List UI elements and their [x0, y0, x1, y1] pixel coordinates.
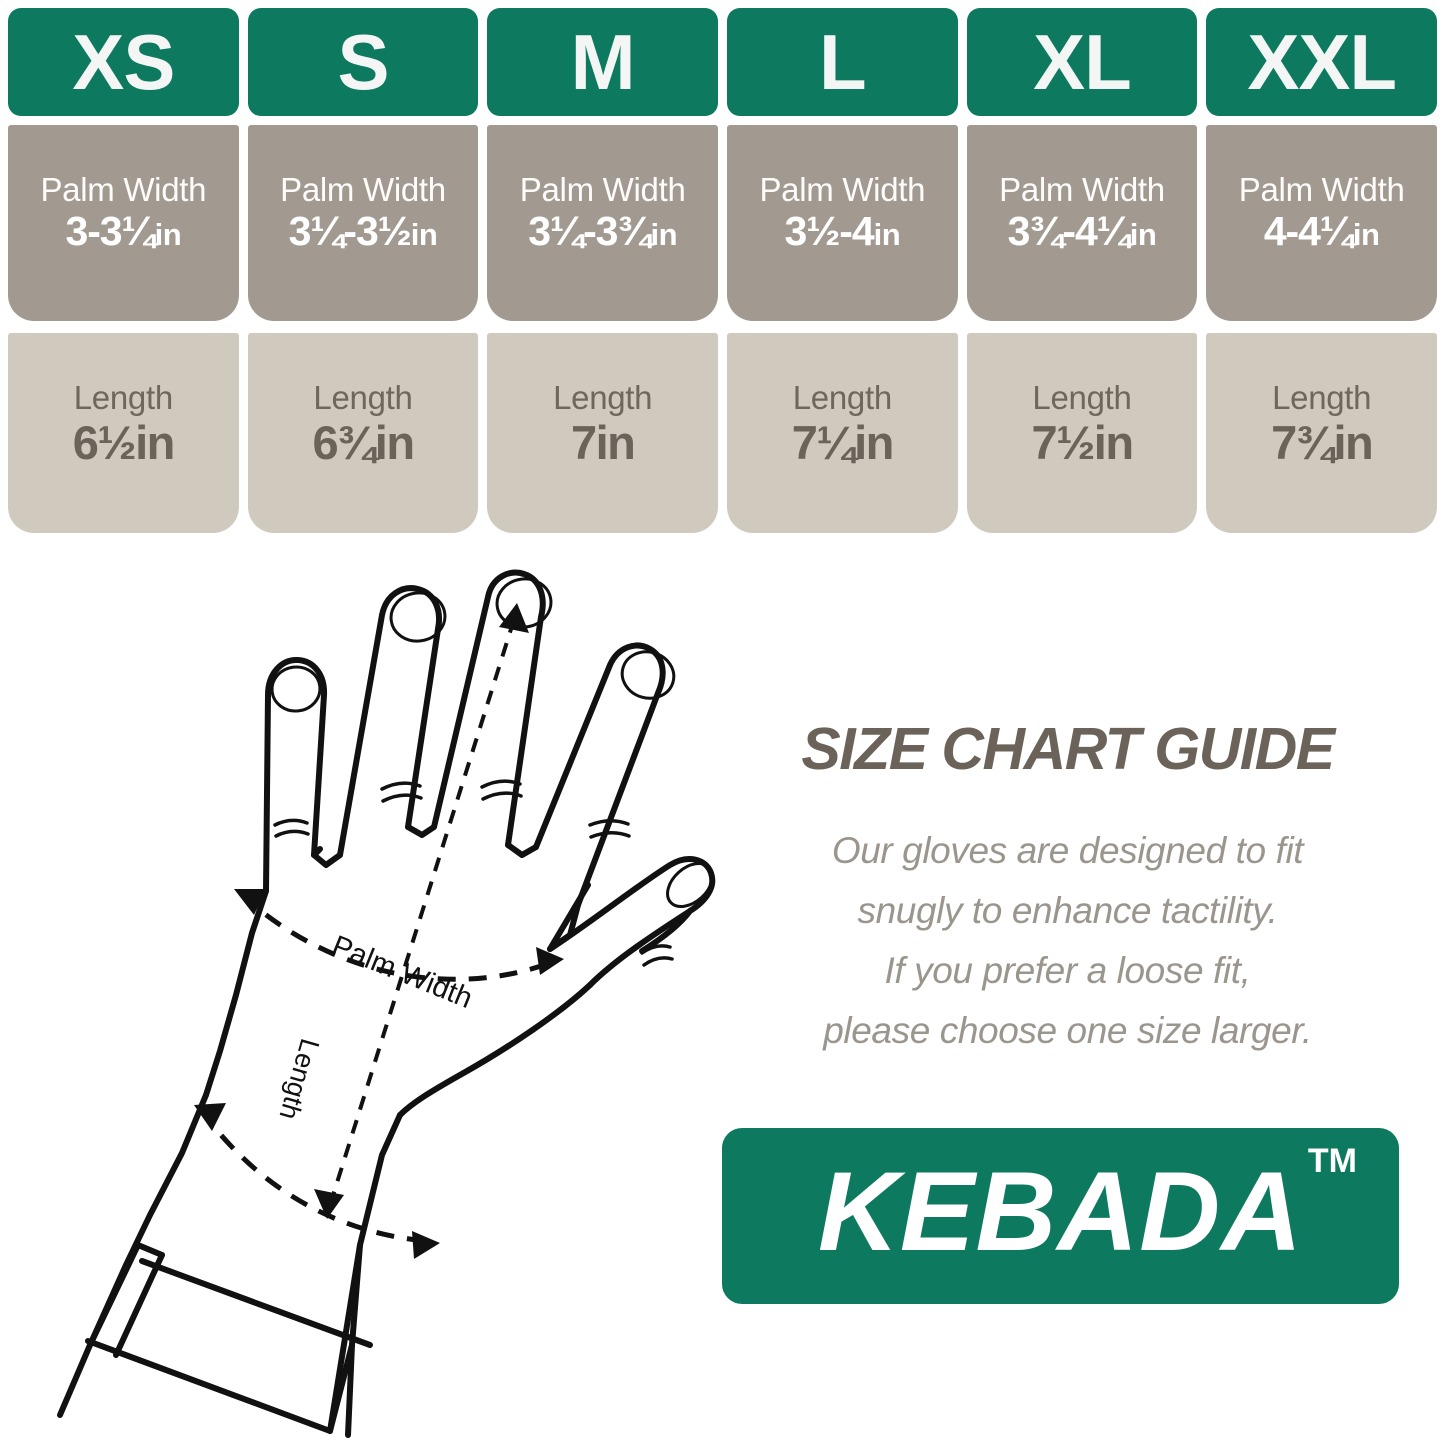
size-header-label: XL	[1033, 18, 1132, 106]
length-value: 6¾in	[312, 415, 415, 469]
size-chart-guide-panel: SIZE CHART GUIDE Our gloves are designed…	[710, 720, 1425, 1061]
brand-logo: KEBADA TM	[722, 1128, 1399, 1304]
fingernail-marks	[270, 577, 714, 909]
size-header-xxl: XXL	[1206, 8, 1437, 116]
size-header-xl: XL	[966, 8, 1198, 116]
guide-text-line: snugly to enhance tactility.	[857, 889, 1278, 931]
palm-width-value: 3¼-3¾in	[528, 207, 678, 254]
palm-width-cell-xl: Palm Width 3¾-4¼in	[966, 125, 1198, 321]
size-header-label: L	[819, 18, 867, 106]
size-header-xs: XS	[8, 8, 239, 116]
size-column-l: L Palm Width 3½-4in Length 7¼in	[727, 8, 958, 533]
size-column-xxl: XXL Palm Width 4-4¼in Length 7¾in	[1206, 8, 1437, 533]
hand-measurement-diagram: Palm Width Length	[30, 555, 720, 1445]
wrist-arrow-head-right	[412, 1231, 440, 1259]
length-arrow-head-bottom	[314, 1189, 344, 1219]
size-column-xl: XL Palm Width 3¾-4¼in Length 7½in	[966, 8, 1198, 533]
length-value: 7½in	[1031, 415, 1134, 469]
palm-width-label: Palm Width	[999, 171, 1165, 208]
palm-width-label: Palm Width	[1238, 171, 1405, 208]
length-cell-xs: Length 6½in	[8, 333, 239, 533]
knuckle-crease-marks	[273, 779, 674, 967]
length-value: 7in	[570, 415, 636, 469]
length-value: 7¾in	[1271, 415, 1374, 469]
hand-outline-icon	[57, 569, 716, 1438]
palm-width-cell-m: Palm Width 3¼-3¾in	[487, 125, 718, 321]
length-cell-xl: Length 7½in	[966, 333, 1198, 533]
length-label: Length	[792, 379, 892, 416]
length-label: Length	[313, 379, 413, 416]
palm-width-value: 3¾-4¼in	[1007, 207, 1157, 254]
size-header-m: M	[487, 8, 718, 116]
guide-text-line: please choose one size larger.	[823, 1009, 1312, 1051]
size-column-xs: XS Palm Width 3-3¼in Length 6½in	[8, 8, 239, 533]
palm-width-label: Palm Width	[759, 171, 926, 208]
length-label: Length	[553, 379, 653, 416]
length-measure-arrow	[328, 609, 519, 1206]
size-header-s: S	[247, 8, 479, 116]
palm-width-measure-arrow	[240, 893, 551, 982]
size-header-l: L	[727, 8, 958, 116]
palm-width-label: Palm Width	[40, 171, 207, 208]
size-header-label: S	[337, 18, 389, 106]
length-cell-l: Length 7¼in	[727, 333, 958, 533]
brand-name: KEBADA	[817, 1149, 1304, 1274]
guide-text-line: Our gloves are designed to fit	[831, 830, 1304, 871]
palm-width-label: Palm Width	[519, 171, 686, 208]
length-value: 7¼in	[791, 415, 895, 469]
length-label: Length	[1272, 379, 1372, 416]
size-column-s: S Palm Width 3¼-3½in Length 6¾in	[247, 8, 479, 533]
palm-width-cell-xxl: Palm Width 4-4¼in	[1206, 125, 1437, 321]
palm-width-cell-s: Palm Width 3¼-3½in	[247, 125, 479, 321]
size-header-label: XS	[72, 18, 175, 106]
palm-width-value: 3-3¼in	[65, 207, 182, 254]
length-label: Length	[1032, 379, 1132, 416]
palm-width-cell-l: Palm Width 3½-4in	[727, 125, 958, 321]
size-column-m: M Palm Width 3¼-3¾in Length 7in	[487, 8, 718, 533]
length-cell-xxl: Length 7¾in	[1206, 333, 1437, 533]
size-header-label: XXL	[1247, 18, 1397, 106]
length-cell-s: Length 6¾in	[247, 333, 479, 533]
wrist-arrow-head-left	[194, 1103, 226, 1131]
page-title: SIZE CHART GUIDE	[801, 716, 1335, 782]
trademark-symbol: TM	[1307, 1142, 1357, 1180]
wrist-measure-arrow	[199, 1109, 427, 1244]
palm-width-annotation-label: Palm Width	[327, 930, 476, 1015]
palm-width-cell-xs: Palm Width 3-3¼in	[8, 125, 239, 321]
guide-text-line: If you prefer a loose fit,	[884, 949, 1251, 991]
size-chart-table: XS Palm Width 3-3¼in Length 6½in S Palm …	[8, 8, 1437, 533]
length-arrow-head-top	[499, 603, 529, 633]
length-value: 6½in	[72, 415, 176, 469]
palm-width-arrow-head-right	[536, 947, 564, 975]
length-cell-m: Length 7in	[487, 333, 718, 533]
palm-width-value: 3½-4in	[784, 207, 901, 254]
palm-width-value: 4-4¼in	[1263, 207, 1380, 254]
palm-width-value: 3¼-3½in	[288, 207, 438, 254]
length-annotation-label: Length	[273, 1035, 325, 1123]
size-header-label: M	[570, 18, 636, 106]
length-label: Length	[73, 379, 173, 416]
palm-width-label: Palm Width	[280, 171, 446, 208]
palm-width-arrow-head-left	[234, 889, 266, 915]
